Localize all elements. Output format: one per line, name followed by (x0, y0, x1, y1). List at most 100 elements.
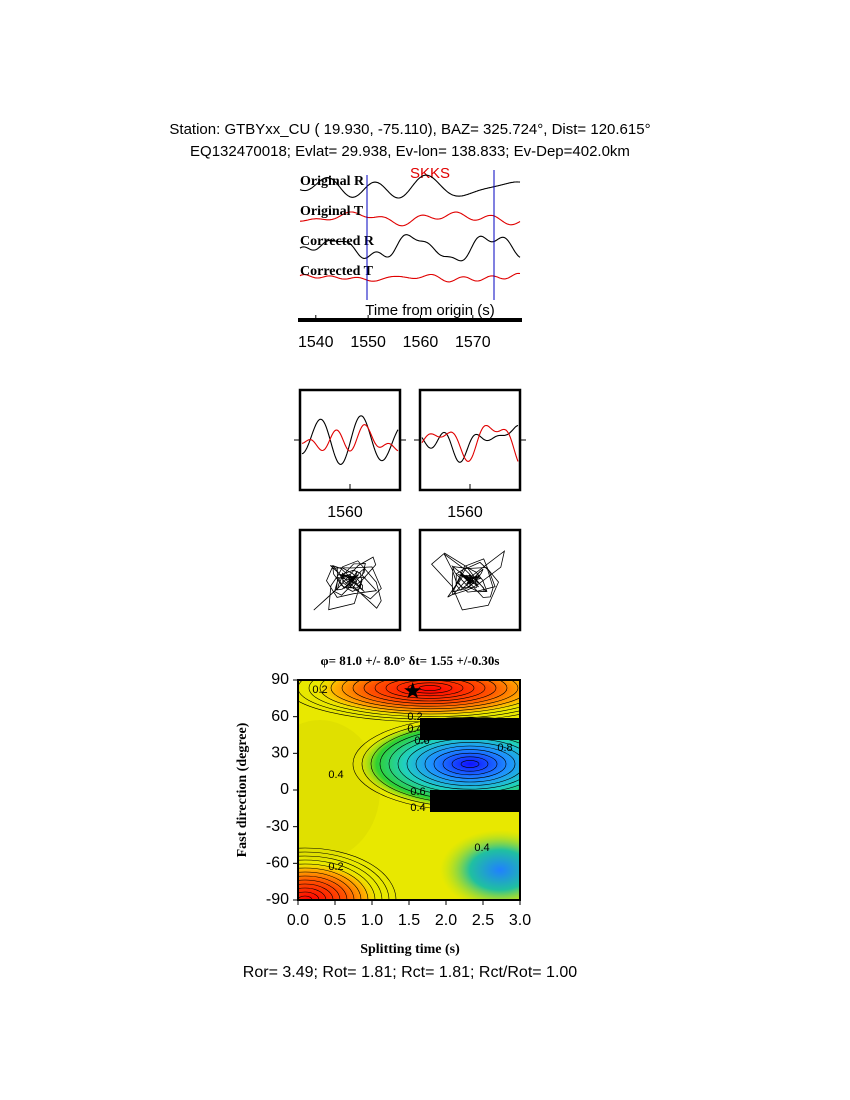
contour (374, 680, 486, 702)
y-tick-label: -90 (266, 891, 289, 908)
footer: Ror= 3.49; Rot= 1.81; Rct= 1.81; Rct/Rot… (243, 964, 578, 981)
waveform (300, 211, 521, 227)
contour (424, 745, 516, 783)
contour (298, 863, 369, 900)
contour (298, 847, 397, 900)
contour (298, 871, 355, 900)
particle-motion (313, 556, 382, 611)
contour (352, 680, 508, 707)
waveform-box (298, 388, 402, 492)
best-fit-star (404, 682, 422, 699)
contour-label: 0.4 (407, 723, 422, 735)
y-tick-label: 30 (271, 745, 289, 762)
y-tick-label: -60 (266, 855, 289, 872)
contour (415, 742, 520, 786)
contour (363, 680, 497, 704)
waveform (299, 174, 521, 199)
contour (451, 756, 489, 772)
contour (298, 895, 313, 900)
contour (433, 749, 507, 779)
trace-label: Original R (300, 174, 365, 189)
x-tick-label: 1570 (455, 334, 491, 351)
contour (330, 680, 520, 712)
contour (407, 682, 453, 694)
contour (379, 727, 520, 801)
contour (298, 855, 383, 900)
result-title: φ= 81.0 +/- 8.0° δt= 1.55 +/-0.30s (321, 653, 500, 668)
contour-label: 0.4 (504, 723, 519, 735)
waveform-box (418, 388, 522, 492)
contour-label: 0.8 (497, 742, 512, 754)
contour (298, 700, 520, 723)
x-tick-label: 1540 (298, 334, 334, 351)
contour (370, 724, 520, 804)
x-tick-label: 0.5 (324, 912, 346, 929)
contour-label: 0.4 (410, 802, 425, 814)
y-tick-label: 90 (271, 671, 289, 688)
contour (308, 680, 520, 717)
x-tick-label: 2.0 (435, 912, 457, 929)
contour (442, 752, 498, 776)
x-axis-label: Splitting time (s) (360, 942, 460, 957)
waveform (421, 424, 519, 463)
contour (298, 879, 341, 900)
contour-label: 0.4 (474, 842, 489, 854)
contour-label: 0.6 (410, 786, 425, 798)
x-tick-label: 1560 (327, 504, 363, 521)
contour (418, 685, 442, 691)
x-axis-label: Time from origin (s) (365, 302, 494, 319)
contour (298, 887, 327, 900)
contour (298, 867, 362, 900)
contour-label: 0.4 (328, 769, 343, 781)
y-tick-label: 0 (280, 781, 289, 798)
waveform (299, 272, 521, 283)
contour-label: 0.2 (407, 711, 422, 723)
contour (298, 851, 390, 900)
x-tick-label: 1560 (403, 334, 439, 351)
contour (352, 716, 520, 812)
traces-panel: Original R Original T Corrected R Corrected… (299, 170, 521, 300)
contour (388, 731, 520, 797)
contour-label: 0.2 (312, 684, 327, 696)
contour (397, 734, 520, 794)
waveform (299, 234, 521, 262)
contour (298, 883, 334, 900)
contour (460, 760, 480, 768)
x-tick-label: 0.0 (287, 912, 309, 929)
contour (298, 859, 376, 900)
y-tick-label: -30 (266, 818, 289, 835)
particle-box (418, 528, 522, 632)
phase-label: SKKS (410, 165, 450, 182)
x-tick-label: 3.0 (509, 912, 531, 929)
trace-label: Original T (300, 204, 364, 219)
trace-label: Corrected R (300, 234, 375, 249)
contour-lines (298, 680, 520, 900)
contour (406, 738, 520, 790)
particle-panels: 1560 1560 (294, 388, 526, 632)
trace-label: Corrected T (300, 264, 374, 279)
x-tick-label: 1.0 (361, 912, 383, 929)
waveform (421, 424, 519, 462)
waveform (301, 424, 399, 452)
y-tick-label: 60 (271, 708, 289, 725)
contour (298, 875, 348, 900)
header-line: Station: GTBYxx_CU ( 19.930, -75.110), B… (169, 121, 650, 138)
y-axis-label: Fast direction (degree) (235, 722, 250, 857)
contour (298, 891, 320, 900)
waveform (301, 415, 399, 465)
x-tick-label: 2.5 (472, 912, 494, 929)
contour (298, 680, 520, 720)
contour (341, 680, 519, 710)
x-tick-label: 1560 (447, 504, 483, 521)
particle-motion (431, 550, 506, 611)
contour-label: 0.2 (328, 861, 343, 873)
particle-box (298, 528, 402, 632)
header-line: EQ132470018; Evlat= 29.938, Ev-lon= 138.… (190, 143, 630, 160)
contour (385, 680, 475, 699)
x-tick-label: 1550 (350, 334, 386, 351)
x-tick-label: 1.5 (398, 912, 420, 929)
contour-label: 0.6 (414, 735, 429, 747)
contour (319, 680, 520, 715)
